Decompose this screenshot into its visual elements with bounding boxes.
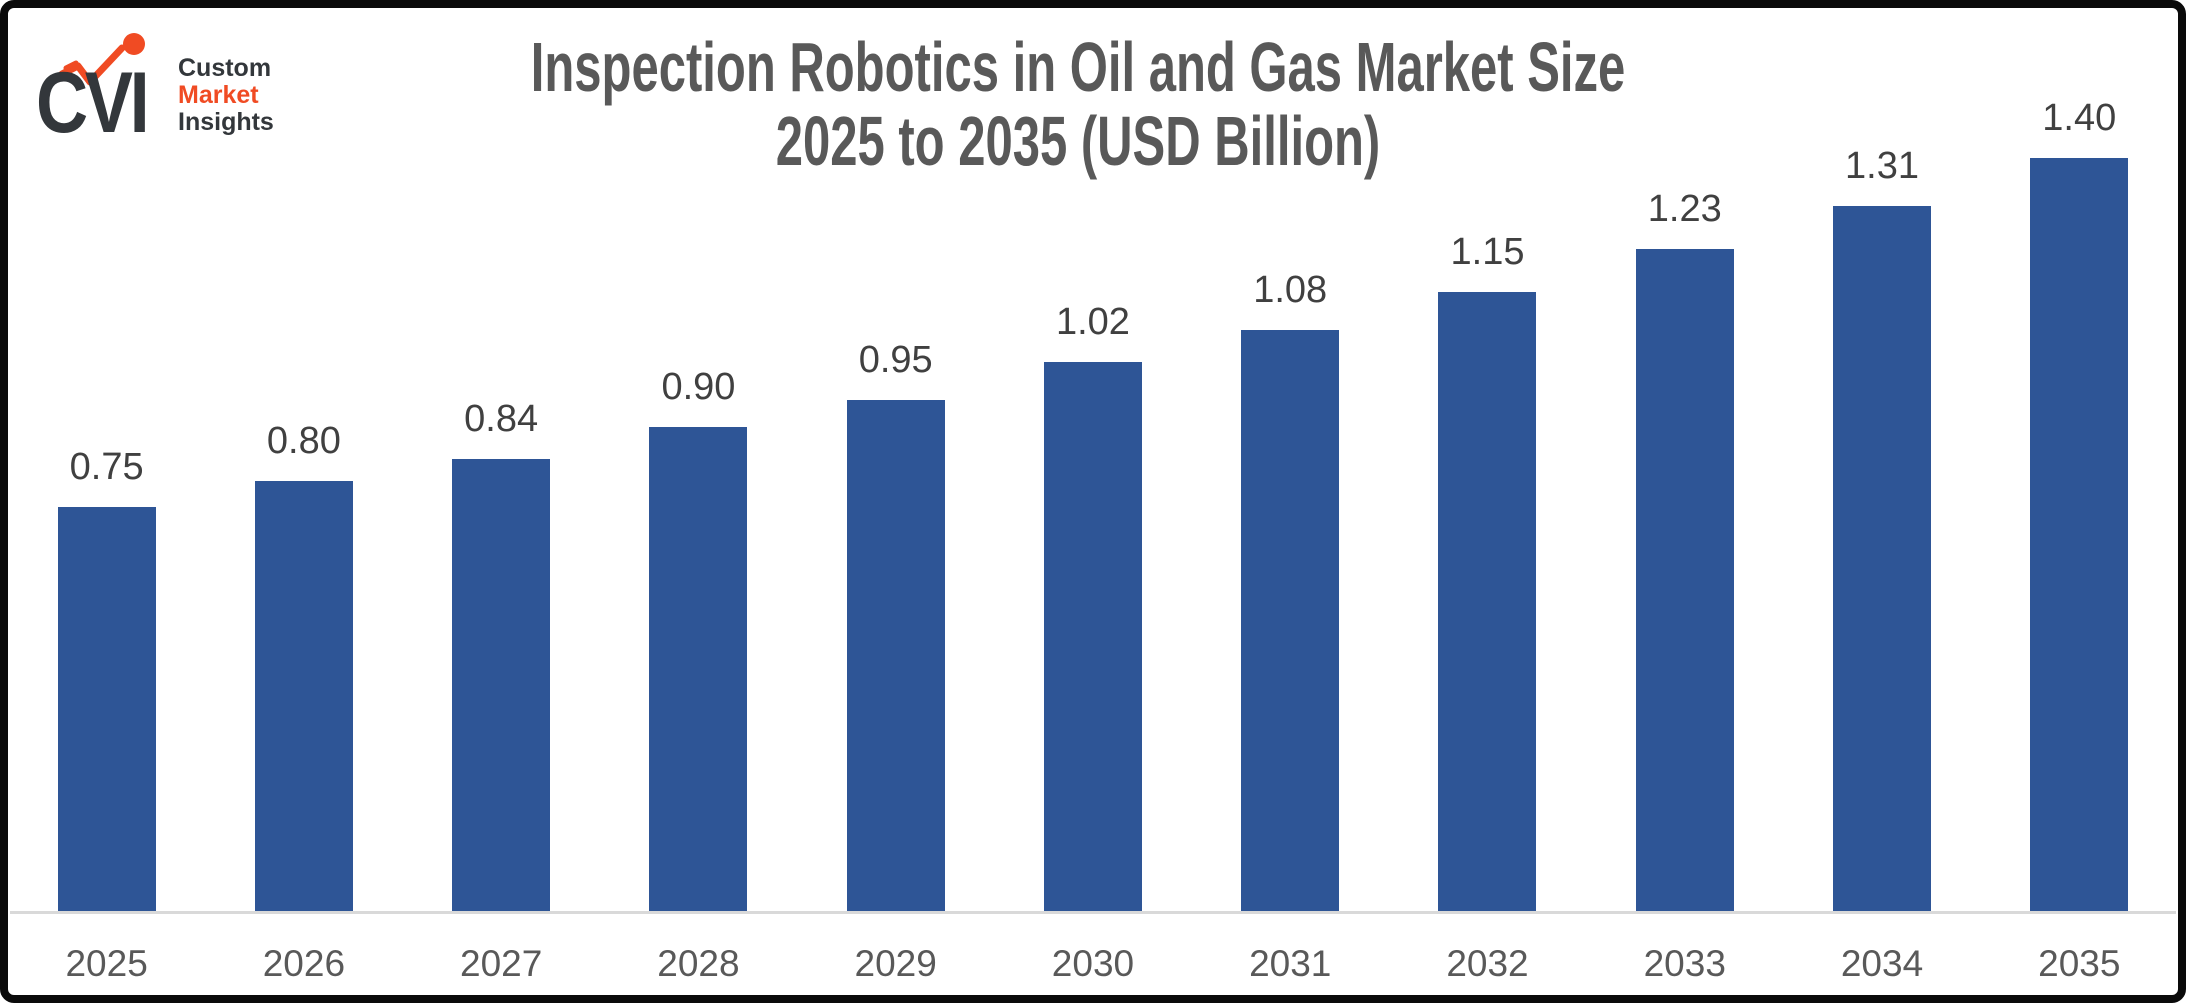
logo-mark-text: CVI [36, 55, 150, 151]
logo-wordmark: Custom Market Insights [178, 55, 274, 136]
x-axis-label: 2031 [1249, 942, 1332, 984]
logo-word-insights: Insights [178, 108, 274, 136]
bar-value-label: 1.40 [2042, 97, 2117, 139]
x-axis-label: 2034 [1840, 942, 1924, 984]
x-axis-label: 2032 [1446, 942, 1529, 984]
bar [649, 427, 748, 911]
bar-value-label: 1.23 [1647, 188, 1722, 230]
bar-value-label: 0.75 [69, 446, 144, 488]
bar-value-label: 1.15 [1450, 231, 1525, 273]
bar [2030, 158, 2129, 911]
x-axis-label: 2033 [1643, 942, 1726, 984]
bar-cell: 0.95 [797, 341, 994, 911]
bar-value-label: 1.08 [1253, 269, 1328, 311]
bar-value-label: 0.84 [464, 398, 539, 440]
x-axis-label: 2026 [262, 942, 346, 984]
bar-value-label: 0.90 [661, 366, 736, 408]
bar [1438, 292, 1537, 911]
bar-cell: 1.15 [1389, 233, 1586, 911]
bar-value-label: 1.02 [1055, 301, 1130, 343]
x-axis-labels-row: 2025 2026 2027 2028 2029 2030 2031 2032 2033 2034… [8, 942, 2178, 986]
bar [57, 507, 156, 911]
x-axis-line [10, 911, 2176, 914]
bar [254, 481, 353, 911]
bar-value-label: 1.31 [1845, 145, 1919, 187]
bar-cell: 0.84 [403, 400, 600, 911]
x-axis-label: 2028 [657, 942, 740, 984]
bar-cell: 1.31 [1783, 147, 1980, 911]
bar-value-label: 0.80 [266, 420, 341, 462]
bar-cell: 1.08 [1192, 271, 1389, 911]
logo-word-custom: Custom [178, 54, 272, 82]
x-axis-label: 2027 [460, 942, 543, 984]
line-graph-dot-icon [58, 33, 145, 86]
bar [452, 459, 551, 911]
bar [1241, 330, 1340, 911]
bar [1043, 362, 1142, 911]
bar-cell: 0.75 [8, 448, 205, 911]
x-axis-label: 2035 [2038, 942, 2121, 984]
chart-title: Inspection Robotics in Oil and Gas Marke… [8, 30, 2148, 178]
bar-cell: 1.02 [994, 303, 1191, 911]
bars-row: 0.75 0.80 0.84 0.90 0.95 1.02 1.08 1.15 1.23 1.31… [8, 99, 2178, 911]
x-axis-label: 2030 [1051, 942, 1135, 984]
bar-value-label: 0.95 [858, 339, 933, 381]
bar [1833, 206, 1932, 911]
bar-cell: 1.23 [1586, 190, 1783, 911]
bar [846, 400, 945, 911]
chart-title-line1: Inspection Robotics in Oil and Gas Marke… [530, 28, 1626, 106]
logo: CVI Custom Market Insights [36, 33, 274, 146]
bar-cell: 1.40 [1981, 99, 2178, 911]
bar [1635, 249, 1734, 911]
bar-cell: 0.80 [205, 422, 402, 911]
bar-cell: 0.90 [600, 368, 797, 911]
logo-word-market: Market [178, 81, 259, 109]
logo-mark: CVI [36, 33, 168, 146]
x-axis-label: 2029 [854, 942, 937, 984]
x-axis-label: 2025 [65, 942, 148, 984]
chart-title-line2: 2025 to 2035 (USD Billion) [775, 102, 1381, 180]
